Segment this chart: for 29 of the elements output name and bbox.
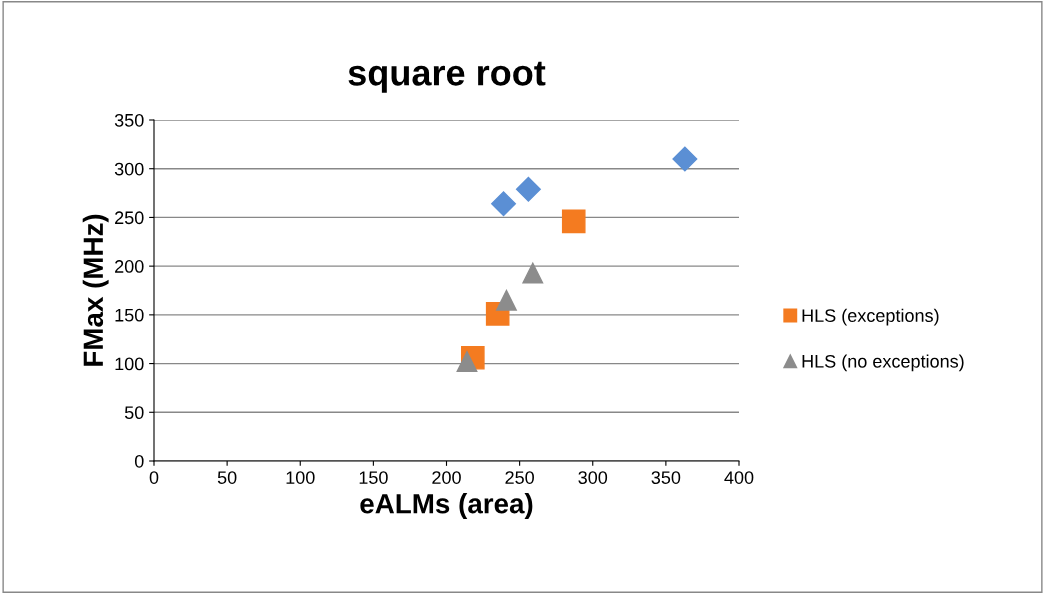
y-tick-label: 0 (134, 454, 144, 468)
x-tick-label: 150 (359, 471, 388, 484)
x-tick-label: 50 (217, 471, 237, 484)
y-tick-label: 150 (115, 308, 144, 322)
y-tick-label: 100 (115, 357, 144, 371)
y-tick-label: 300 (114, 162, 144, 176)
y-tick-label: 50 (124, 406, 144, 420)
chart-title: square root (348, 61, 546, 93)
y-tick-label: 250 (115, 211, 144, 225)
legend-label: HLS (exceptions) (802, 308, 939, 326)
y-axis-title: FMax (MHz) (82, 214, 109, 366)
point (522, 262, 544, 284)
point (496, 289, 517, 311)
point (515, 176, 541, 202)
x-tick-label: 250 (505, 471, 534, 484)
y-tick-label: 200 (115, 260, 144, 273)
y-tick-label: 350 (114, 113, 144, 127)
x-axis-title: eALMs (area) (360, 493, 533, 519)
x-tick-label: 300 (578, 471, 608, 484)
point (456, 351, 478, 373)
x-tick-label: 0 (149, 471, 159, 484)
x-tick-label: 100 (286, 471, 315, 484)
x-tick-label: 350 (651, 471, 681, 484)
x-tick-label: 200 (432, 471, 461, 484)
point (491, 191, 517, 217)
x-tick-label: 400 (724, 471, 754, 484)
point (672, 146, 698, 172)
point (561, 209, 586, 234)
legend-label: HLS (no exceptions) (802, 354, 964, 372)
